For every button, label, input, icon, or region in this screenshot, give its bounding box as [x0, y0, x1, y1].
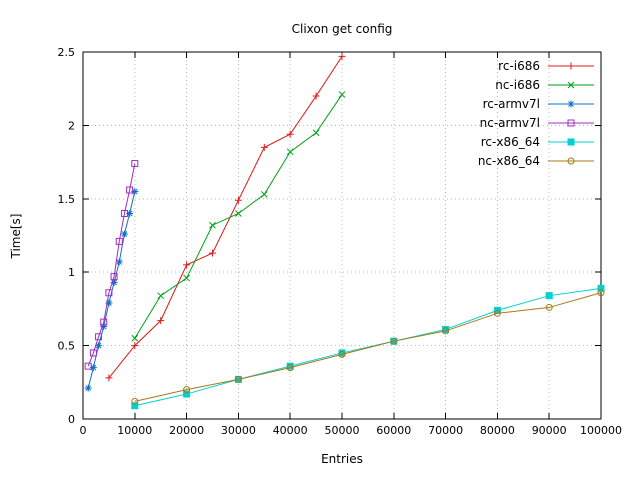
- x-tick-label: 90000: [532, 424, 567, 437]
- series-marker-nc-x86_64: [286, 364, 294, 372]
- legend-marker-nc-i686: [567, 81, 575, 89]
- series-line-rc-x86_64: [134, 287, 602, 407]
- series-marker-nc-i686: [338, 91, 346, 98]
- y-tick-label: 1: [68, 266, 75, 279]
- series-marker-rc-armv7l: [121, 231, 128, 237]
- series-marker-nc-i686: [312, 129, 320, 137]
- legend-label-nc-x86_64: nc-x86_64: [478, 154, 540, 168]
- series-marker-nc-x86_64: [390, 337, 398, 345]
- series-marker-nc-armv7l: [110, 273, 118, 281]
- series-marker-rc-armv7l: [85, 385, 92, 392]
- series-marker-nc-x86_64: [493, 309, 501, 317]
- legend-label-rc-x86_64: rc-x86_64: [481, 135, 540, 149]
- x-tick-label: 50000: [325, 424, 360, 437]
- series-marker-nc-x86_64: [234, 375, 242, 383]
- series-marker-rc-i686: [234, 196, 242, 204]
- x-axis-label: Entries: [321, 452, 363, 466]
- legend-label-rc-armv7l: rc-armv7l: [483, 97, 540, 111]
- series-marker-nc-i686: [183, 274, 190, 282]
- series-marker-nc-i686: [157, 292, 165, 300]
- series-marker-nc-x86_64: [442, 327, 450, 335]
- x-tick-label: 30000: [221, 424, 256, 437]
- legend-label-rc-i686: rc-i686: [498, 59, 540, 73]
- series-marker-nc-armv7l: [126, 186, 134, 194]
- series-marker-rc-i686: [131, 342, 139, 350]
- series-marker-rc-x86_64: [545, 292, 553, 300]
- series-marker-nc-armv7l: [115, 237, 123, 245]
- x-tick-label: 0: [80, 424, 87, 437]
- series-marker-rc-i686: [157, 317, 165, 325]
- legend-label-nc-i686: nc-i686: [495, 78, 540, 92]
- series-marker-rc-armv7l: [90, 364, 97, 371]
- legend-label-nc-armv7l: nc-armv7l: [480, 116, 540, 130]
- series-marker-nc-i686: [260, 191, 268, 198]
- series-marker-nc-armv7l: [120, 209, 128, 217]
- y-tick-label: 0: [68, 413, 75, 426]
- legend-marker-rc-x86_64: [567, 138, 575, 146]
- x-tick-label: 80000: [480, 424, 515, 437]
- legend-marker-rc-armv7l: [568, 101, 574, 107]
- legend-marker-nc-armv7l: [567, 119, 575, 127]
- series-line-nc-x86_64: [134, 292, 602, 402]
- series-marker-nc-x86_64: [545, 303, 553, 311]
- series-marker-nc-x86_64: [338, 350, 346, 358]
- series-marker-rc-i686: [312, 92, 320, 100]
- series-marker-rc-x86_64: [183, 390, 191, 398]
- series-marker-nc-i686: [209, 221, 216, 229]
- series-marker-rc-i686: [338, 52, 346, 60]
- series-marker-rc-x86_64: [597, 284, 605, 292]
- series-marker-nc-i686: [286, 148, 294, 156]
- series-marker-rc-armv7l: [126, 210, 133, 217]
- y-axis-label: Time[s]: [9, 213, 23, 259]
- series-marker-nc-armv7l: [84, 362, 92, 370]
- series-marker-nc-armv7l: [89, 349, 97, 357]
- x-tick-label: 40000: [273, 424, 308, 437]
- series-marker-rc-x86_64: [131, 402, 139, 410]
- series-marker-nc-armv7l: [105, 289, 113, 297]
- y-tick-label: 2.5: [58, 46, 76, 59]
- series-marker-nc-armv7l: [100, 318, 108, 326]
- series-marker-rc-armv7l: [131, 188, 138, 195]
- series-marker-rc-i686: [209, 249, 216, 257]
- series-marker-nc-armv7l: [95, 333, 103, 341]
- legend-marker-rc-i686: [567, 62, 575, 70]
- chart-title: Clixon get config: [291, 22, 393, 36]
- series-marker-nc-armv7l: [131, 160, 139, 168]
- series-marker-rc-i686: [183, 261, 191, 269]
- legend-marker-nc-x86_64: [567, 157, 575, 165]
- series-line-rc-i686: [108, 56, 343, 379]
- x-tick-label: 70000: [428, 424, 463, 437]
- x-tick-label: 60000: [376, 424, 411, 437]
- series-marker-nc-x86_64: [183, 386, 191, 394]
- series-line-nc-armv7l: [87, 163, 136, 367]
- series-marker-rc-i686: [260, 143, 268, 151]
- x-tick-label: 100000: [580, 424, 622, 437]
- y-tick-label: 0.5: [58, 340, 76, 353]
- series-marker-nc-i686: [131, 334, 139, 342]
- series-marker-nc-i686: [235, 210, 242, 217]
- series-marker-nc-x86_64: [131, 397, 139, 405]
- series-marker-rc-armv7l: [95, 342, 102, 349]
- x-tick-label: 20000: [169, 424, 204, 437]
- x-tick-label: 10000: [117, 424, 152, 437]
- series-marker-rc-i686: [105, 374, 113, 382]
- y-tick-label: 1.5: [58, 193, 76, 206]
- series-marker-nc-x86_64: [597, 289, 605, 297]
- series-marker-rc-armv7l: [116, 259, 123, 265]
- series-marker-rc-i686: [286, 130, 294, 138]
- y-tick-label: 2: [68, 119, 75, 132]
